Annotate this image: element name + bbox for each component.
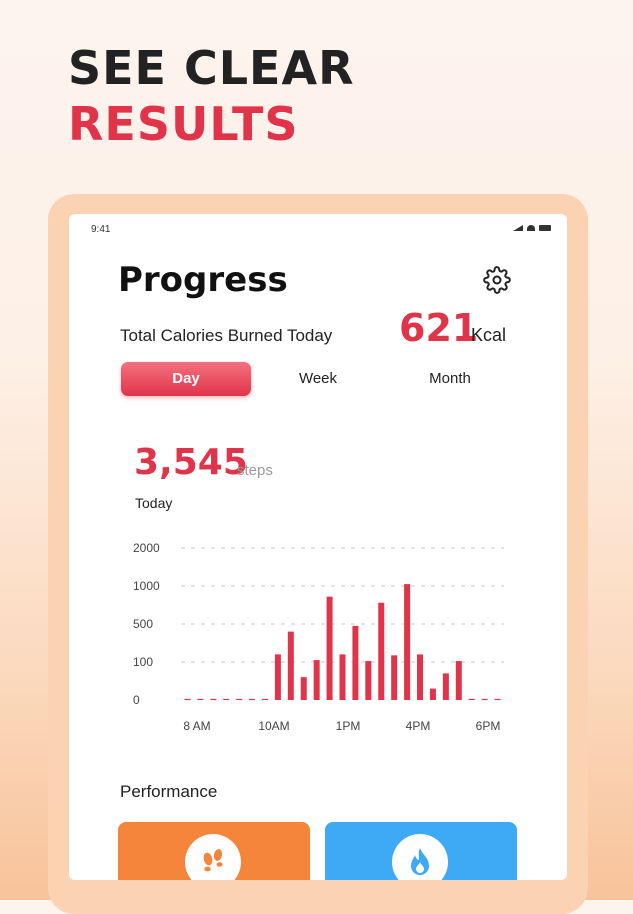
- chart-bar: [417, 654, 424, 700]
- gear-icon[interactable]: [483, 266, 511, 294]
- chart-bar: [326, 596, 333, 700]
- steps-performance-card[interactable]: [118, 822, 310, 880]
- y-tick-label: 100: [133, 655, 153, 669]
- calories-label: Total Calories Burned Today: [120, 326, 333, 345]
- headline: SEE CLEAR RESULTS: [68, 40, 355, 152]
- chart-bar: [352, 625, 359, 700]
- chart-bar: [313, 660, 320, 700]
- footprints-icon: [185, 834, 241, 880]
- flame-icon: [392, 834, 448, 880]
- calories-value: 621: [399, 306, 479, 350]
- chart-bar: [404, 584, 411, 700]
- chart-bar: [378, 602, 385, 700]
- period-tabs: Day Week Month: [121, 362, 521, 396]
- performance-label: Performance: [120, 782, 218, 801]
- steps-value: 3,545: [134, 442, 248, 483]
- y-tick-label: 0: [133, 693, 140, 707]
- chart-bar: [442, 673, 449, 700]
- page-title: Progress: [118, 260, 288, 300]
- signal-icon: [513, 225, 523, 231]
- battery-icon: [539, 225, 551, 231]
- chart-bar: [274, 654, 281, 700]
- calories-performance-card[interactable]: [325, 822, 517, 880]
- y-tick-label: 500: [133, 617, 153, 631]
- steps-period: Today: [135, 495, 173, 511]
- y-tick-label: 2000: [133, 541, 160, 555]
- app-screen: 9:41 Progress Total Calories Burned Toda…: [69, 214, 567, 880]
- chart-bar: [391, 655, 398, 700]
- x-tick-label: 8 AM: [183, 719, 210, 733]
- status-time: 9:41: [91, 224, 111, 235]
- y-tick-label: 1000: [133, 579, 160, 593]
- x-tick-label: 1PM: [336, 719, 361, 733]
- tab-day[interactable]: Day: [121, 362, 251, 396]
- tab-week[interactable]: Week: [298, 370, 338, 387]
- headline-line-2: RESULTS: [68, 97, 299, 151]
- chart-bar: [455, 661, 462, 700]
- steps-unit: steps: [237, 462, 273, 479]
- x-tick-label: 6PM: [476, 719, 501, 733]
- x-tick-label: 4PM: [406, 719, 431, 733]
- chart-bar: [287, 631, 294, 700]
- x-tick-label: 10AM: [258, 719, 289, 733]
- tab-month[interactable]: Month: [429, 370, 471, 387]
- calories-unit: Kcal: [471, 325, 507, 345]
- chart-bar: [365, 661, 372, 700]
- headline-line-1: SEE CLEAR: [68, 41, 355, 95]
- status-icons: [513, 225, 551, 231]
- chart-bar: [339, 654, 346, 700]
- wifi-icon: [527, 225, 535, 231]
- chart-bar: [300, 677, 307, 700]
- chart-bar: [429, 688, 436, 700]
